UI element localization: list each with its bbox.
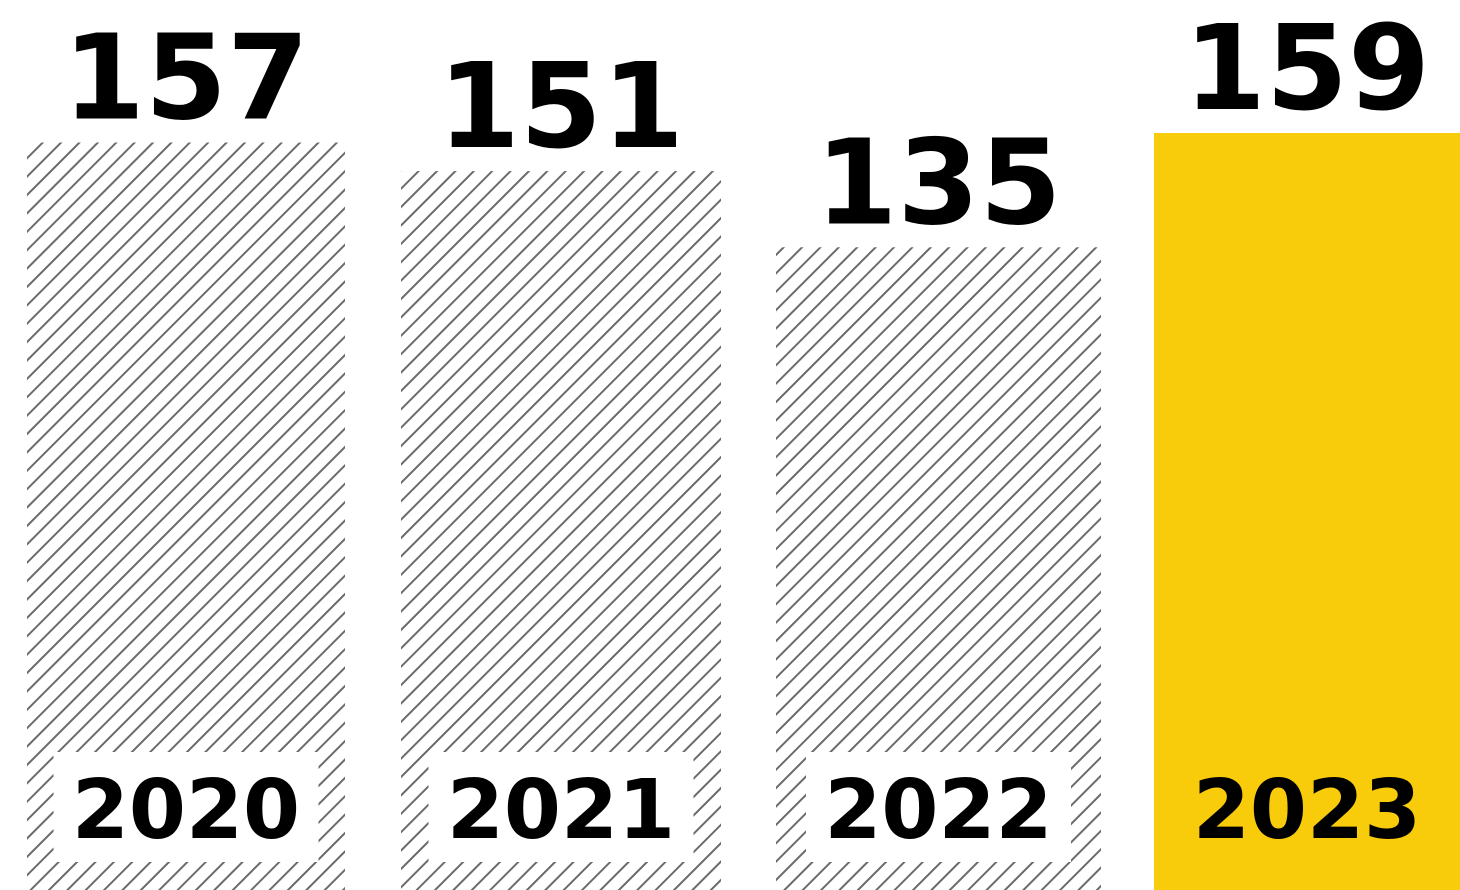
value-label-2022: 135 — [815, 113, 1061, 251]
bar-2023 — [1154, 133, 1460, 890]
category-label-backdrop — [806, 752, 1071, 862]
category-label-2021: 2021 — [447, 763, 675, 858]
value-label-2021: 151 — [438, 37, 684, 175]
category-label-2023: 2023 — [1193, 763, 1421, 858]
category-label-2022: 2022 — [824, 763, 1052, 858]
category-label-backdrop — [428, 752, 694, 862]
value-label-2020: 157 — [63, 9, 309, 147]
category-label-2020: 2020 — [72, 763, 300, 858]
category-label-backdrop — [53, 752, 319, 862]
value-label-2023: 159 — [1184, 0, 1430, 137]
